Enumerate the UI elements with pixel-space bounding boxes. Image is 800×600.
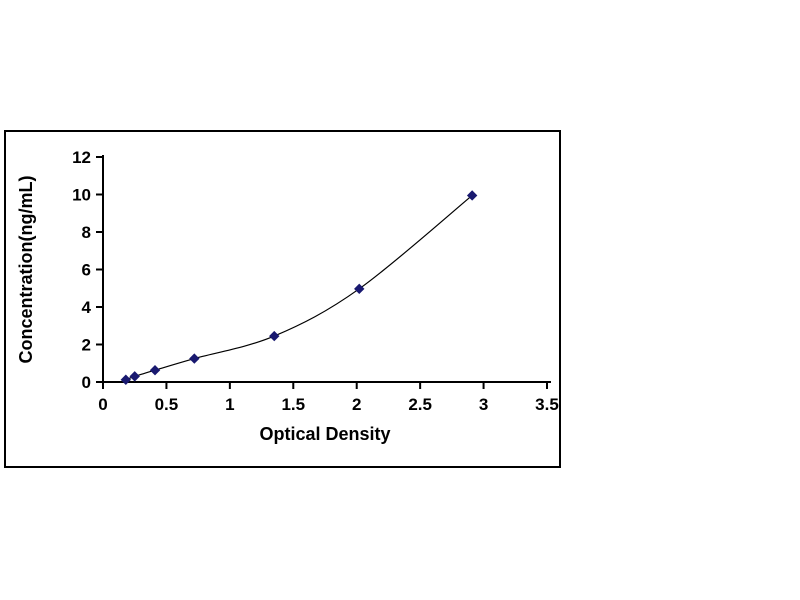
x-axis-label: Optical Density	[259, 424, 390, 444]
data-point-marker	[354, 283, 365, 295]
data-point-marker	[129, 371, 140, 382]
data-point-marker	[269, 330, 280, 342]
standard-curve-figure: 0 0.5 1 1.5 2 2.5 3 3.5 0 2 4 6 8 10 12 Optical Density…	[4, 130, 561, 468]
y-tick-label: 8	[82, 223, 91, 242]
data-point-marker	[149, 364, 161, 376]
x-tick-label: 2.5	[408, 395, 432, 414]
y-tick-label: 4	[82, 298, 92, 317]
x-tick-label: 1.5	[281, 395, 305, 414]
x-tick-label: 3.5	[535, 395, 559, 414]
y-axis-label: Concentration(ng/mL)	[16, 176, 36, 364]
y-tick-label: 2	[82, 336, 91, 355]
chart-canvas: 0 0.5 1 1.5 2 2.5 3 3.5 0 2 4 6 8 10 12 Optical Density…	[16, 148, 559, 444]
y-tick-label: 12	[72, 148, 91, 167]
data-point-marker	[466, 190, 478, 201]
x-tick-label: 0.5	[155, 395, 179, 414]
y-tick-label: 10	[72, 186, 91, 205]
x-tick-label: 3	[479, 395, 488, 414]
data-point-marker	[120, 374, 132, 385]
curve-line	[125, 194, 473, 381]
x-tick-label: 1	[225, 395, 234, 414]
x-tick-label: 2	[352, 395, 361, 414]
y-tick-label: 6	[82, 261, 91, 280]
data-point-marker	[189, 353, 200, 364]
y-tick-label: 0	[82, 373, 91, 392]
x-tick-label: 0	[98, 395, 107, 414]
